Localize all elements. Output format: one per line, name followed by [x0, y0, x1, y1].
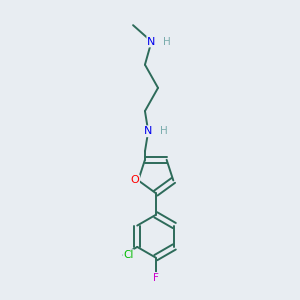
Text: Cl: Cl — [123, 250, 134, 260]
Text: N: N — [144, 126, 152, 136]
Text: O: O — [130, 176, 139, 185]
Text: H: H — [160, 126, 167, 136]
Text: F: F — [153, 273, 159, 283]
Text: N: N — [147, 37, 156, 46]
Text: H: H — [163, 37, 171, 46]
